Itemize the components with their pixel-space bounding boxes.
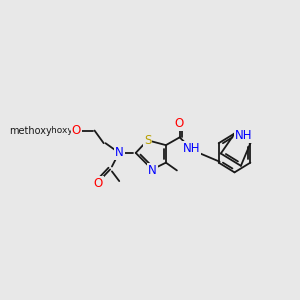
Text: N: N [115, 146, 124, 159]
Text: methoxy: methoxy [9, 126, 52, 136]
Text: NH: NH [235, 129, 252, 142]
Text: O: O [94, 177, 103, 190]
Text: S: S [144, 134, 151, 147]
Text: methoxy: methoxy [34, 126, 73, 135]
Text: NH: NH [183, 142, 200, 154]
Text: O: O [174, 117, 183, 130]
Text: N: N [148, 164, 157, 177]
Text: O: O [72, 124, 81, 137]
